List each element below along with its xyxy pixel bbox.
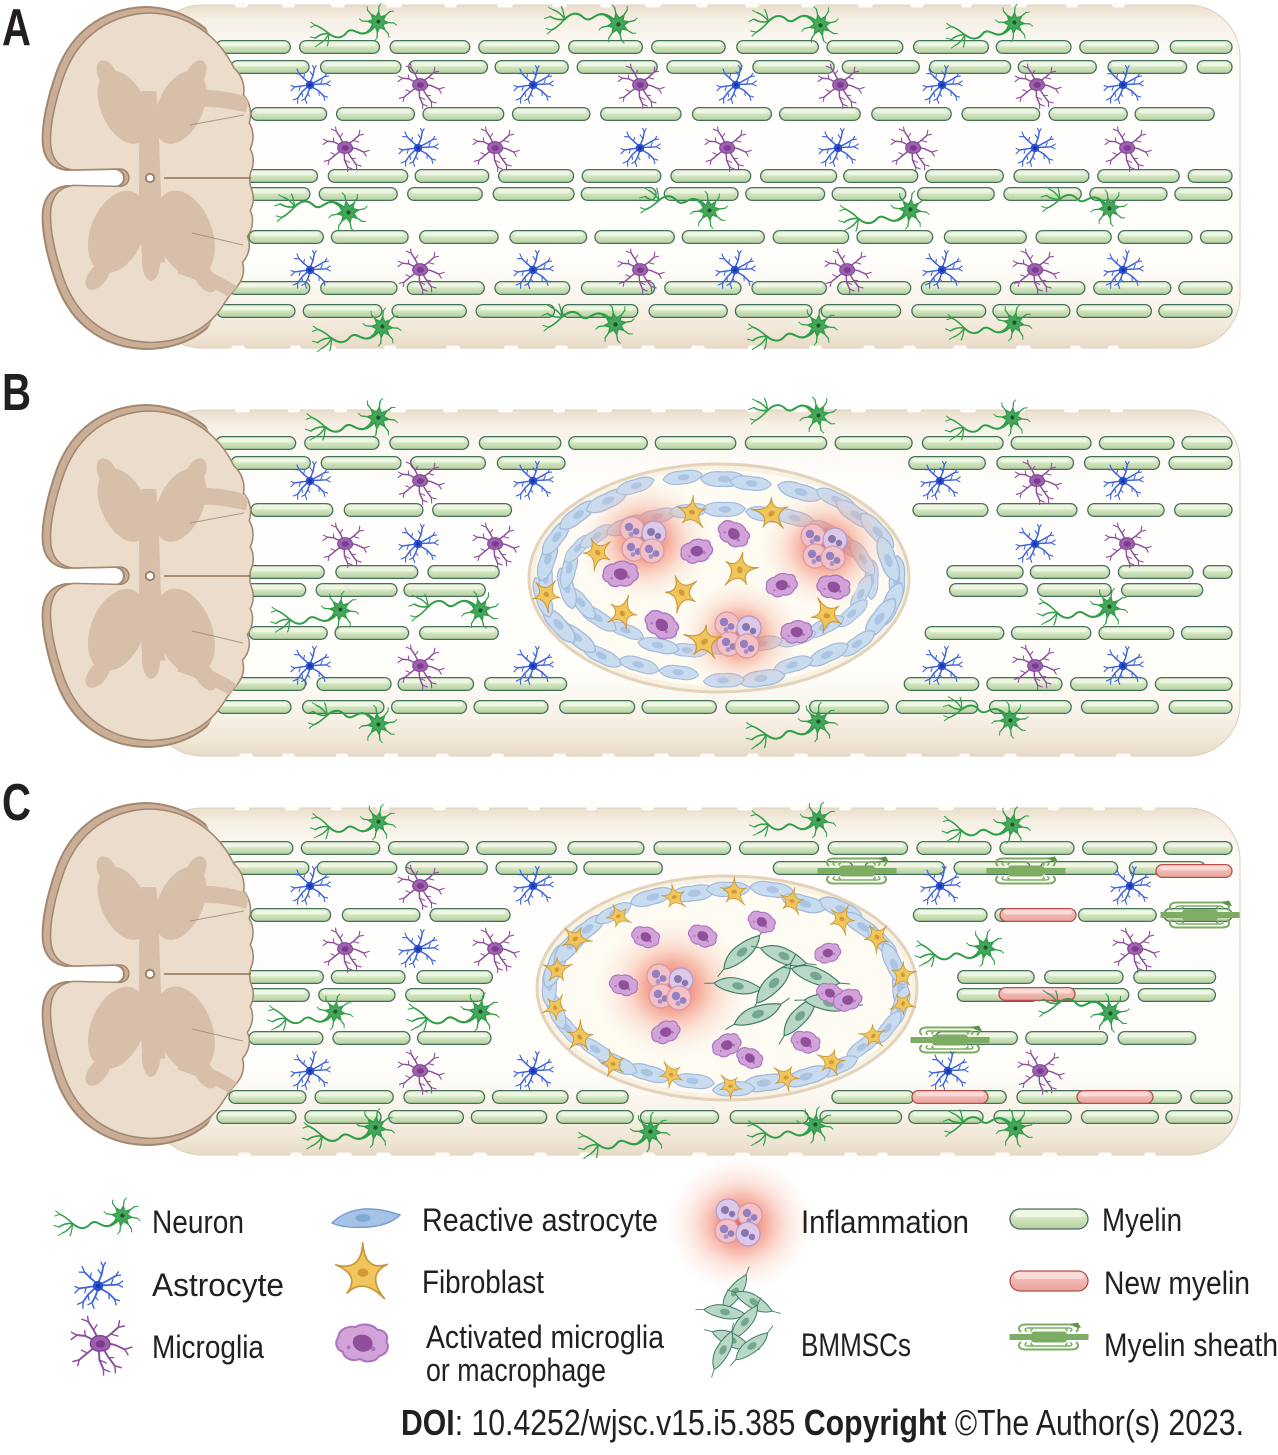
svg-text:Myelin: Myelin	[1102, 1202, 1182, 1238]
svg-text:DOI: 10.4252/wjsc.v15.i5.385 C: DOI: 10.4252/wjsc.v15.i5.385 Copyright ©…	[401, 1402, 1244, 1443]
svg-text:Astrocyte: Astrocyte	[152, 1267, 284, 1303]
svg-text:Fibroblast: Fibroblast	[422, 1264, 544, 1300]
svg-text:BMMSCs: BMMSCs	[801, 1327, 911, 1363]
svg-text:B: B	[2, 364, 31, 422]
svg-text:Inflammation: Inflammation	[801, 1204, 969, 1240]
svg-text:A: A	[2, 0, 31, 57]
svg-text:Neuron: Neuron	[152, 1204, 244, 1240]
svg-text:Microglia: Microglia	[152, 1329, 264, 1365]
svg-text:or macrophage: or macrophage	[426, 1352, 606, 1388]
svg-text:Reactive astrocyte: Reactive astrocyte	[422, 1202, 658, 1238]
svg-text:Myelin sheath: Myelin sheath	[1104, 1327, 1278, 1363]
svg-text:New myelin: New myelin	[1104, 1265, 1250, 1301]
svg-text:C: C	[2, 774, 31, 832]
svg-text:Activated microglia: Activated microglia	[426, 1319, 664, 1355]
